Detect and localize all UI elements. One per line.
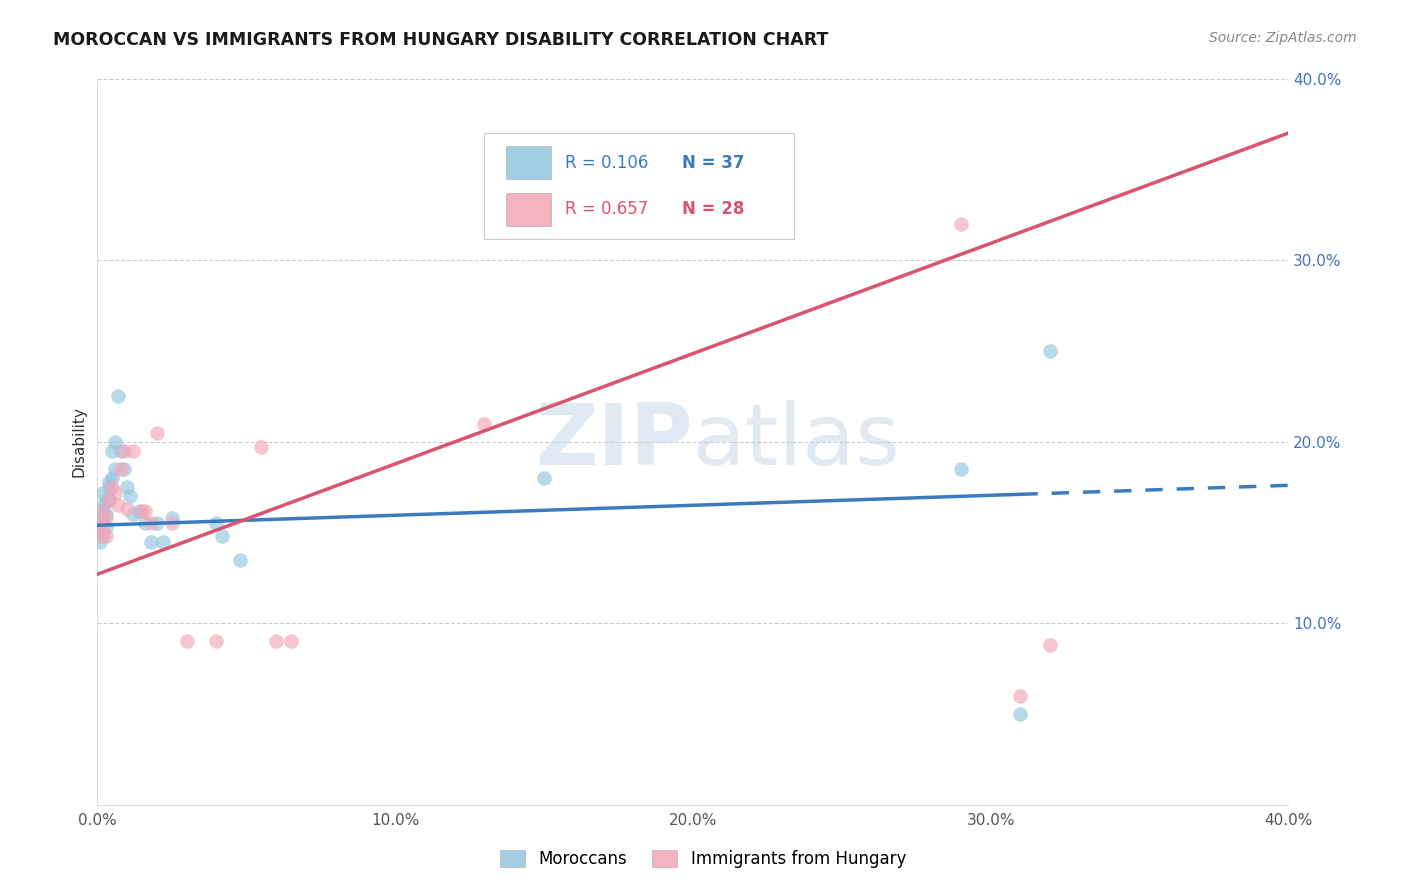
Point [96, 511, 118, 525]
Point [474, 417, 496, 431]
Point [160, 516, 183, 531]
FancyBboxPatch shape [506, 146, 551, 179]
Legend: Moroccans, Immigrants from Hungary: Moroccans, Immigrants from Hungary [492, 842, 914, 877]
Point [91, 511, 114, 525]
Point [104, 485, 127, 500]
Point [122, 508, 145, 522]
Point [98, 480, 121, 494]
Point [949, 462, 972, 476]
Point [101, 471, 124, 485]
Y-axis label: Disability: Disability [72, 407, 86, 477]
Text: atlas: atlas [693, 401, 901, 483]
Text: R = 0.106: R = 0.106 [565, 153, 648, 172]
Point [205, 634, 228, 648]
Point [112, 443, 135, 458]
Point [280, 634, 302, 648]
Point [96, 520, 118, 534]
Text: Source: ZipAtlas.com: Source: ZipAtlas.com [1209, 31, 1357, 45]
Point [89, 504, 111, 518]
Text: MOROCCAN VS IMMIGRANTS FROM HUNGARY DISABILITY CORRELATION CHART: MOROCCAN VS IMMIGRANTS FROM HUNGARY DISA… [53, 31, 828, 49]
Point [1039, 344, 1062, 359]
Point [101, 443, 124, 458]
Point [533, 471, 555, 485]
Point [131, 504, 153, 518]
FancyBboxPatch shape [485, 134, 794, 239]
Point [1039, 638, 1062, 652]
Point [91, 485, 114, 500]
Point [89, 525, 111, 540]
Point [110, 462, 132, 476]
Point [91, 504, 114, 518]
Point [146, 425, 169, 440]
Point [101, 480, 124, 494]
Point [89, 516, 111, 531]
Point [91, 498, 114, 512]
Point [139, 516, 162, 531]
Point [104, 462, 127, 476]
Point [91, 522, 114, 536]
Point [107, 389, 129, 403]
Point [160, 511, 183, 525]
Text: N = 37: N = 37 [682, 153, 745, 172]
Point [98, 492, 121, 507]
Point [89, 529, 111, 543]
Point [120, 489, 142, 503]
Point [152, 534, 174, 549]
Point [1010, 689, 1032, 703]
Point [205, 516, 228, 531]
Point [134, 504, 156, 518]
Point [91, 529, 114, 543]
Point [134, 516, 156, 531]
FancyBboxPatch shape [506, 193, 551, 226]
Point [112, 462, 135, 476]
Point [128, 504, 150, 518]
Point [264, 634, 287, 648]
Point [96, 529, 118, 543]
Point [1010, 706, 1032, 721]
Point [110, 443, 132, 458]
Point [89, 534, 111, 549]
Text: ZIP: ZIP [536, 401, 693, 483]
Text: R = 0.657: R = 0.657 [565, 200, 648, 219]
Point [139, 534, 162, 549]
Point [211, 529, 233, 543]
Point [122, 443, 145, 458]
Point [96, 492, 118, 507]
Text: N = 28: N = 28 [682, 200, 745, 219]
Point [115, 480, 138, 494]
Point [146, 516, 169, 531]
Point [176, 634, 198, 648]
Point [98, 492, 121, 507]
Point [98, 475, 121, 489]
Point [229, 552, 252, 566]
Point [107, 498, 129, 512]
Point [96, 508, 118, 522]
Point [89, 516, 111, 531]
Point [949, 217, 972, 231]
Point [104, 434, 127, 449]
Point [115, 502, 138, 516]
Point [250, 440, 273, 454]
